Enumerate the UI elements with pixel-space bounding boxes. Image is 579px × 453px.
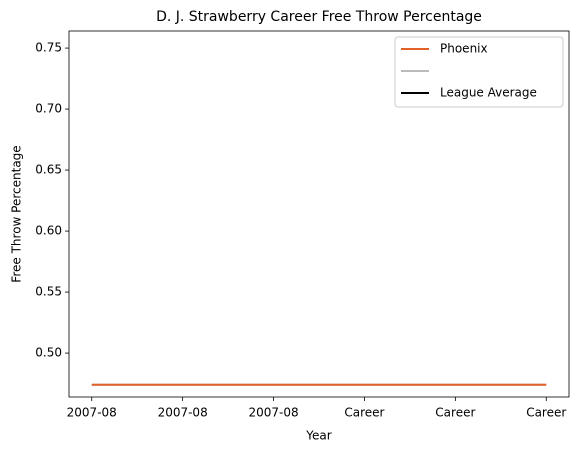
- y-tick-label: 0.70: [35, 102, 62, 116]
- y-tick-label: 0.75: [35, 41, 62, 55]
- legend-box: [394, 36, 564, 108]
- legend-label: Phoenix: [440, 42, 488, 56]
- x-tick-label: Career: [435, 406, 475, 420]
- y-tick-label: 0.55: [35, 285, 62, 299]
- y-tick-label: 0.60: [35, 224, 62, 238]
- y-tick-label: 0.50: [35, 346, 62, 360]
- y-axis-label: Free Throw Percentage: [10, 145, 24, 282]
- chart-title: D. J. Strawberry Career Free Throw Perce…: [156, 9, 482, 25]
- x-axis-label: Year: [305, 429, 331, 443]
- x-tick-label: Career: [344, 406, 384, 420]
- x-tick-label: 2007-08: [158, 406, 208, 420]
- y-tick-label: 0.65: [35, 163, 62, 177]
- x-tick-label: 2007-08: [67, 406, 117, 420]
- legend-label: League Average: [440, 86, 537, 100]
- plot-frame: [68, 30, 570, 398]
- x-tick-label: 2007-08: [248, 406, 298, 420]
- x-tick-label: Career: [526, 406, 566, 420]
